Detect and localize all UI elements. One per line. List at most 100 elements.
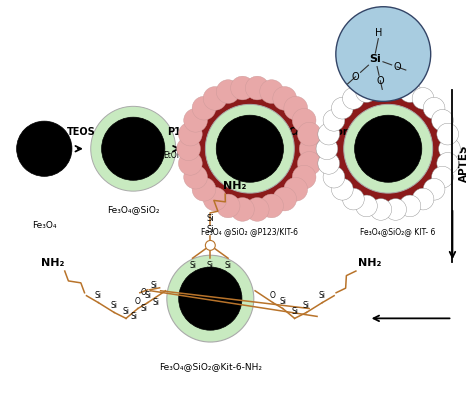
Circle shape (323, 110, 345, 131)
Text: O: O (270, 291, 276, 300)
Text: Calcination: Calcination (288, 127, 350, 137)
Circle shape (336, 7, 431, 102)
Circle shape (179, 267, 242, 330)
Text: Si: Si (95, 291, 102, 300)
Text: O: O (135, 297, 141, 306)
Circle shape (298, 122, 321, 146)
Circle shape (316, 138, 338, 160)
Circle shape (343, 87, 365, 109)
Circle shape (423, 179, 445, 200)
Circle shape (273, 87, 297, 110)
Text: Si: Si (291, 307, 298, 316)
Text: P123: P123 (167, 127, 194, 137)
Circle shape (101, 117, 165, 180)
Text: EtOH,HCl: EtOH,HCl (163, 151, 198, 160)
Circle shape (186, 85, 314, 213)
Circle shape (292, 108, 316, 132)
Circle shape (438, 138, 460, 160)
Circle shape (412, 188, 434, 210)
Circle shape (432, 110, 453, 131)
Circle shape (205, 241, 215, 250)
Circle shape (399, 81, 421, 102)
Circle shape (179, 122, 202, 146)
Circle shape (356, 81, 377, 102)
Circle shape (370, 199, 392, 220)
Circle shape (432, 166, 453, 188)
Circle shape (260, 80, 283, 104)
Text: Si: Si (279, 297, 286, 306)
Text: Fe₃O₄@SiO₂: Fe₃O₄@SiO₂ (107, 205, 159, 214)
Circle shape (356, 195, 377, 217)
Circle shape (17, 121, 72, 177)
Circle shape (179, 152, 202, 175)
Circle shape (167, 255, 254, 342)
Text: Si: Si (370, 54, 381, 64)
Circle shape (91, 106, 176, 191)
Text: Si: Si (152, 298, 159, 307)
Circle shape (399, 195, 421, 217)
Circle shape (355, 115, 422, 182)
Text: TEOS: TEOS (66, 127, 95, 137)
Circle shape (177, 137, 201, 160)
Circle shape (331, 98, 353, 119)
Circle shape (192, 177, 216, 201)
Circle shape (437, 123, 458, 145)
Circle shape (205, 104, 294, 193)
Circle shape (423, 98, 445, 119)
Text: O: O (376, 76, 384, 86)
Text: Si: Si (207, 214, 214, 223)
Text: Fe₃O₄@SiO₂@Kit-6-NH₂: Fe₃O₄@SiO₂@Kit-6-NH₂ (159, 362, 262, 371)
Circle shape (231, 197, 255, 221)
Circle shape (437, 152, 458, 174)
Circle shape (231, 76, 255, 100)
Circle shape (318, 123, 339, 145)
Circle shape (299, 137, 323, 160)
Circle shape (344, 104, 433, 193)
Circle shape (318, 152, 339, 174)
Text: Si: Si (140, 304, 147, 313)
Text: Si: Si (303, 301, 310, 310)
Text: Si: Si (189, 261, 196, 270)
Text: NH₂: NH₂ (41, 258, 64, 268)
Circle shape (412, 87, 434, 109)
Circle shape (246, 76, 269, 100)
Circle shape (184, 165, 208, 189)
Text: Si: Si (225, 261, 232, 270)
Circle shape (343, 188, 365, 210)
Text: Si: Si (110, 301, 118, 310)
Circle shape (192, 96, 216, 120)
Circle shape (284, 177, 308, 201)
Circle shape (216, 115, 283, 182)
Circle shape (284, 96, 308, 120)
Text: NH₂: NH₂ (358, 258, 382, 268)
Circle shape (203, 187, 227, 211)
Text: Si: Si (122, 307, 129, 316)
Text: Fe₃O₄@SiO₂@ KIT- 6: Fe₃O₄@SiO₂@ KIT- 6 (360, 226, 436, 236)
Text: Fe₃O₄ @SiO₂ @P123/KIT-6: Fe₃O₄ @SiO₂ @P123/KIT-6 (201, 226, 298, 236)
Circle shape (246, 197, 269, 221)
Text: Si: Si (319, 291, 326, 300)
Circle shape (385, 77, 407, 99)
Text: Si: Si (130, 312, 137, 321)
Circle shape (324, 85, 453, 213)
Text: APTES: APTES (459, 145, 469, 182)
Circle shape (370, 77, 392, 99)
Circle shape (260, 194, 283, 218)
Circle shape (292, 165, 316, 189)
Text: NH₂: NH₂ (223, 181, 246, 191)
Text: Si: Si (207, 225, 214, 234)
Text: O: O (141, 288, 147, 297)
Text: Fe₃O₄: Fe₃O₄ (32, 221, 56, 230)
Text: Si: Si (150, 281, 157, 290)
Circle shape (331, 179, 353, 200)
Text: O: O (393, 62, 401, 72)
Circle shape (385, 199, 407, 220)
Text: Si: Si (144, 291, 151, 300)
Text: Si: Si (207, 261, 214, 270)
Circle shape (298, 152, 321, 175)
Circle shape (203, 87, 227, 110)
Text: H: H (374, 28, 382, 38)
Circle shape (184, 108, 208, 132)
Circle shape (273, 187, 297, 211)
Circle shape (216, 194, 240, 218)
